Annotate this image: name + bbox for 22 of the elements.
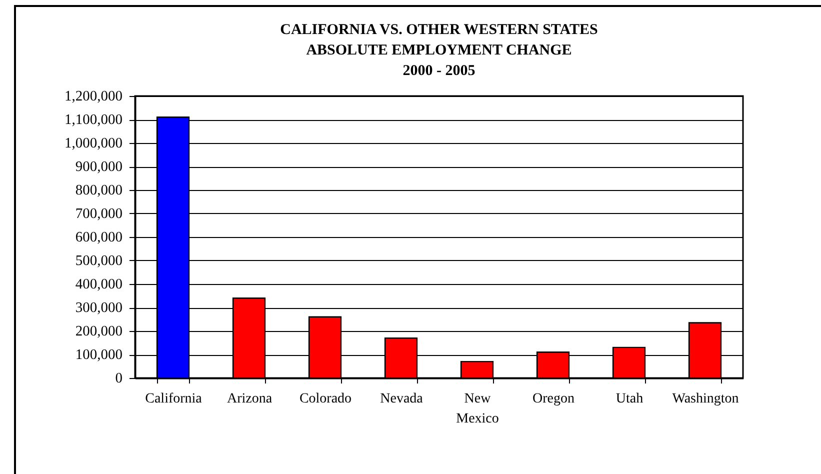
y-tick-label: 0	[115, 370, 122, 386]
x-tick-label: California	[145, 392, 203, 406]
y-tick-label: 1,200,000	[64, 88, 122, 104]
x-tick-label: Nevada	[380, 392, 424, 406]
y-tick-label: 800,000	[75, 182, 122, 198]
x-tick-label: Oregon	[532, 392, 574, 406]
x-tick-label: Colorado	[299, 392, 352, 406]
y-tick-label: 500,000	[75, 253, 122, 269]
y-tick-label: 700,000	[75, 206, 122, 222]
y-tick-label: 300,000	[75, 300, 122, 316]
chart-title: CALIFORNIA VS. OTHER WESTERN STATES ABSOLUTE EMPLOYMENT CHANGE 2000 - 2005	[280, 22, 598, 79]
x-tick-label: Arizona	[226, 392, 273, 406]
y-tick-label: 1,000,000	[64, 136, 122, 152]
y-tick-label: 400,000	[75, 276, 122, 292]
y-tick-label: 600,000	[75, 230, 122, 246]
y-tick-label: 100,000	[75, 347, 122, 363]
x-tick-label: Washington	[672, 392, 739, 406]
x-tick-label: New Mexico	[456, 392, 499, 426]
y-tick-label: 200,000	[75, 324, 122, 340]
y-tick-label: 1,100,000	[64, 112, 122, 128]
y-tick-label: 900,000	[75, 159, 122, 175]
x-tick-label: Utah	[616, 392, 644, 406]
